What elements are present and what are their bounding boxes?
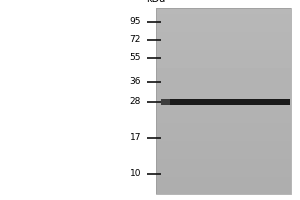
Text: 95: 95	[130, 18, 141, 26]
Text: kDa: kDa	[146, 0, 166, 4]
Text: 36: 36	[130, 77, 141, 86]
Text: 72: 72	[130, 36, 141, 45]
Bar	[156, 8, 291, 194]
Text: 10: 10	[130, 170, 141, 178]
Bar	[160, 99, 169, 105]
Text: 28: 28	[130, 98, 141, 106]
Bar	[160, 99, 290, 105]
Text: 17: 17	[130, 134, 141, 142]
Text: 55: 55	[130, 53, 141, 62]
